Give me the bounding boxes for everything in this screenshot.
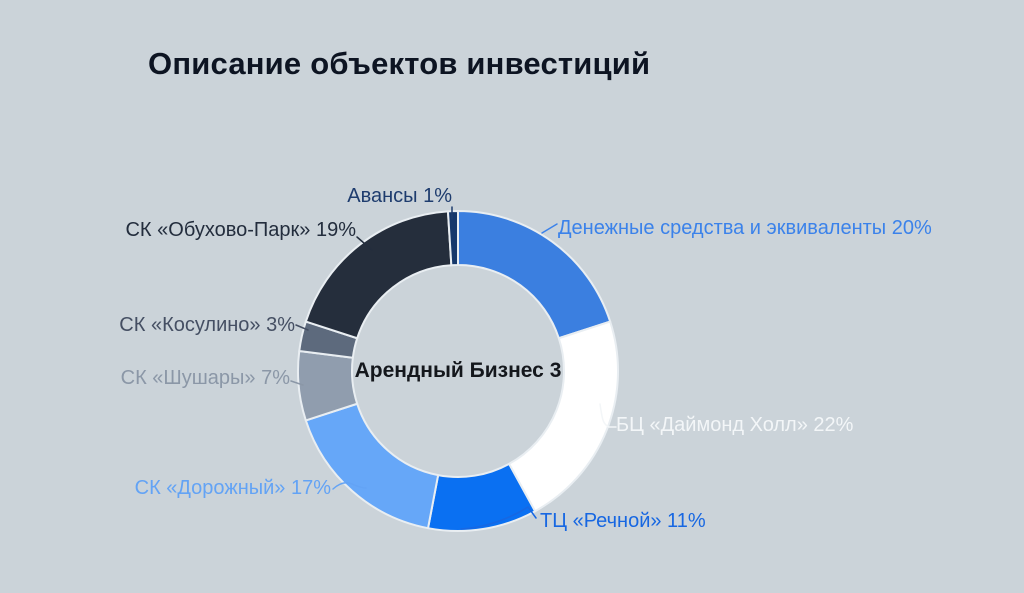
pie-label-dorozhny: СК «Дорожный» 17% bbox=[134, 477, 331, 499]
leader-line-0 bbox=[541, 223, 558, 234]
pie-slice-3 bbox=[304, 402, 440, 530]
pie-label-obukhovo-park: СК «Обухово-Парк» 19% bbox=[125, 219, 356, 241]
chart-center-label: Арендный Бизнес 3 bbox=[354, 359, 562, 382]
leader-line-3 bbox=[332, 482, 367, 490]
leader-line-6 bbox=[356, 236, 373, 251]
leader-line-5 bbox=[295, 324, 309, 331]
leader-line-2 bbox=[460, 505, 537, 530]
pie-label-kosulino: СК «Косулино» 3% bbox=[119, 314, 295, 336]
pie-label-shushary: СК «Шушары» 7% bbox=[120, 367, 290, 389]
pie-label-avansy: Авансы 1% bbox=[347, 185, 452, 207]
pie-label-diamond-hall: БЦ «Даймонд Холл» 22% bbox=[616, 414, 854, 436]
page-title: Описание объектов инвестиций bbox=[148, 46, 651, 81]
pie-label-rechnoy: ТЦ «Речной» 11% bbox=[540, 510, 706, 532]
pie-label-cash: Денежные средства и эквиваленты 20% bbox=[558, 217, 932, 239]
leader-line-1 bbox=[599, 403, 617, 428]
leader-line-4 bbox=[290, 380, 304, 386]
